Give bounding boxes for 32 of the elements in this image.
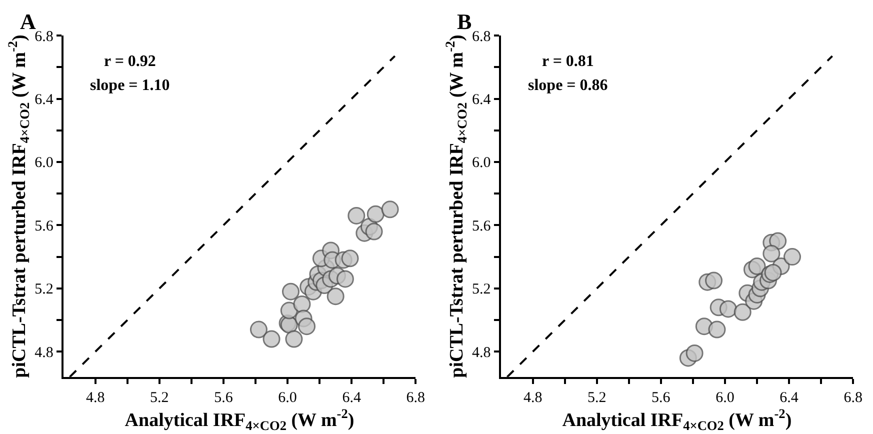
x-tick-label: 5.6 <box>652 390 671 406</box>
y-tick-label: 4.8 <box>472 344 491 361</box>
x-tick-label: 4.8 <box>523 390 542 406</box>
y-tick-label: 5.6 <box>472 218 492 234</box>
x-tick-label: 6.0 <box>716 390 734 406</box>
y-tick-label: 6.4 <box>472 92 492 108</box>
annotation: slope = 0.86 <box>528 77 608 94</box>
y-tick-label: 5.2 <box>472 282 491 298</box>
y-tick-label: 6.4 <box>34 92 54 108</box>
annotation: r = 0.92 <box>104 53 156 70</box>
y-tick-label: 6.8 <box>34 28 54 45</box>
x-tick-label: 6.0 <box>278 390 297 406</box>
y-tick-label: 6.0 <box>472 155 491 172</box>
annotation: slope = 1.10 <box>90 77 170 94</box>
x-tick-label: 6.4 <box>780 390 799 406</box>
x-tick-label: 6.4 <box>342 390 362 406</box>
y-tick-label: 5.2 <box>34 282 54 298</box>
x-axis-title: Analytical IRF$_{4×CO2}$ (W m$^{-2}$) <box>562 406 792 433</box>
x-tick-label: 6.8 <box>844 390 862 406</box>
x-tick-label: 5.2 <box>150 390 169 406</box>
x-tick-label: 6.8 <box>406 390 426 406</box>
y-tick-label: 5.6 <box>34 218 54 234</box>
chart-title: B <box>457 9 472 34</box>
y-tick-label: 6.8 <box>472 28 491 45</box>
x-tick-label: 4.8 <box>86 390 105 406</box>
annotation: r = 0.81 <box>542 53 594 70</box>
y-tick-label: 4.8 <box>34 344 54 361</box>
chart-title: A <box>20 9 36 34</box>
x-tick-label: 5.6 <box>214 390 234 406</box>
y-tick-label: 6.0 <box>34 155 54 172</box>
x-axis-title: Analytical IRF$_{4×CO2}$ (W m$^{-2}$) <box>124 406 354 433</box>
x-tick-label: 5.2 <box>588 390 606 406</box>
